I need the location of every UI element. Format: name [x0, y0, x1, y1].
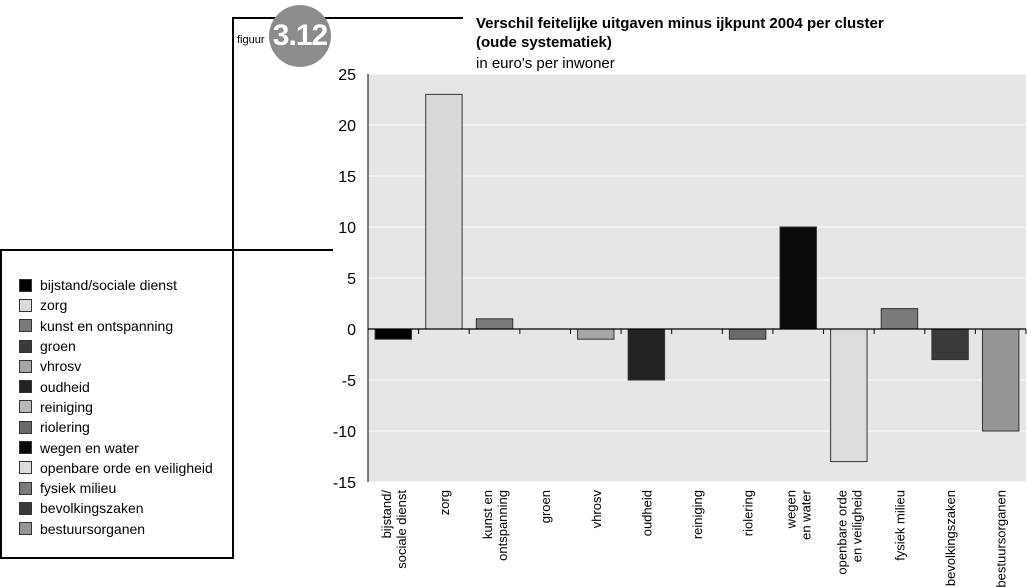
legend-label: bevolkingszaken	[40, 500, 144, 517]
legend-label: fysiek milieu	[40, 480, 117, 497]
bar	[374, 328, 413, 340]
chart-subtitle: in euro's per inwoner	[476, 55, 615, 72]
legend-item: groen	[19, 336, 213, 356]
bar	[880, 308, 919, 330]
legend-item: bijstand/sociale dienst	[19, 275, 213, 295]
figure-word: figuur	[237, 34, 265, 46]
x-tick-label: ontspanning	[495, 490, 510, 561]
bar	[830, 328, 868, 463]
y-tick-label: 10	[338, 220, 356, 237]
legend-swatch	[19, 481, 32, 495]
x-tick-label: bestuursorganen	[994, 490, 1009, 587]
x-tick-label: sociale dienst	[394, 490, 409, 569]
x-tick-label: en water	[799, 489, 814, 540]
chart-title-line-1: Verschil feitelijke uitgaven minus ijkpu…	[476, 15, 884, 32]
legend-swatch	[19, 380, 32, 394]
y-tick-label: 0	[347, 322, 356, 339]
bar	[475, 318, 514, 330]
bar	[779, 226, 817, 330]
x-tick-label: openbare orde	[834, 490, 849, 575]
legend-swatch	[19, 278, 32, 292]
bar	[425, 93, 463, 330]
y-tick-label: 5	[347, 271, 356, 288]
x-tick-label: vhrosv	[589, 490, 604, 529]
x-tick-label: groen	[538, 490, 553, 523]
bar	[577, 328, 615, 340]
legend-item: bevolkingszaken	[19, 498, 213, 518]
legend-swatch	[19, 501, 32, 515]
legend-swatch	[19, 522, 32, 536]
frame-line	[232, 17, 463, 19]
x-tick-label: kunst en	[480, 490, 495, 539]
x-tick-label: wegen	[784, 490, 799, 529]
frame-line	[0, 249, 333, 251]
legend-item: kunst en ontspanning	[19, 316, 213, 336]
bar	[627, 328, 666, 381]
bar	[981, 328, 1020, 432]
legend-swatch	[19, 461, 32, 475]
legend-item: openbare orde en veiligheid	[19, 458, 213, 478]
y-tick-label: 25	[338, 67, 356, 84]
legend-label: riolering	[40, 419, 90, 436]
chart-title: Verschil feitelijke uitgaven minus ijkpu…	[476, 14, 884, 52]
frame-line	[232, 17, 234, 251]
legend-item: oudheid	[19, 376, 213, 396]
legend-swatch	[19, 420, 32, 434]
legend-item: riolering	[19, 417, 213, 437]
legend-item: fysiek milieu	[19, 478, 213, 498]
x-tick-label: zorg	[437, 490, 452, 515]
x-tick-label: bevolkingszaken	[943, 490, 958, 586]
legend-label: groen	[40, 338, 76, 355]
x-tick-label: fysiek milieu	[892, 490, 907, 561]
legend: bijstand/sociale dienst zorg kunst en onts…	[19, 275, 213, 539]
x-tick-label: riolering	[741, 490, 756, 536]
legend-label: bestuursorganen	[40, 520, 146, 537]
y-tick-label: 20	[338, 118, 356, 135]
y-tick-label: -10	[333, 424, 356, 441]
x-tick-label: oudheid	[639, 490, 654, 536]
legend-label: kunst en ontspanning	[40, 317, 174, 334]
y-tick-label: -15	[333, 475, 356, 492]
legend-swatch	[19, 339, 32, 353]
chart-title-line-2: (oude systematiek)	[476, 34, 612, 51]
legend-item: vhrosv	[19, 356, 213, 376]
legend-item: reiniging	[19, 397, 213, 417]
legend-item: bestuursorganen	[19, 519, 213, 539]
bar	[931, 328, 969, 361]
legend-label: oudheid	[40, 378, 90, 395]
legend-swatch	[19, 441, 32, 455]
bar	[728, 328, 767, 340]
legend-label: vhrosv	[40, 358, 82, 375]
x-tick-label: reiniging	[690, 490, 705, 539]
legend-swatch	[19, 298, 32, 312]
frame-line	[0, 557, 234, 559]
y-tick-label: 15	[338, 169, 356, 186]
legend-label: zorg	[40, 297, 68, 314]
legend-swatch	[19, 319, 32, 333]
figure-number-badge: 3.12	[269, 5, 331, 67]
x-tick-label: en veiligheid	[849, 490, 864, 562]
legend-swatch	[19, 359, 32, 373]
legend-item: zorg	[19, 295, 213, 315]
legend-label: bijstand/sociale dienst	[40, 277, 177, 294]
legend-label: wegen en water	[40, 439, 139, 456]
legend-label: openbare orde en veiligheid	[40, 459, 213, 476]
legend-label: reiniging	[40, 398, 93, 415]
x-tick-label: bijstand/	[379, 490, 394, 539]
legend-item: wegen en water	[19, 437, 213, 457]
frame-line	[0, 249, 2, 559]
frame-line	[232, 249, 234, 559]
legend-swatch	[19, 400, 32, 414]
y-tick-label: -5	[342, 373, 356, 390]
